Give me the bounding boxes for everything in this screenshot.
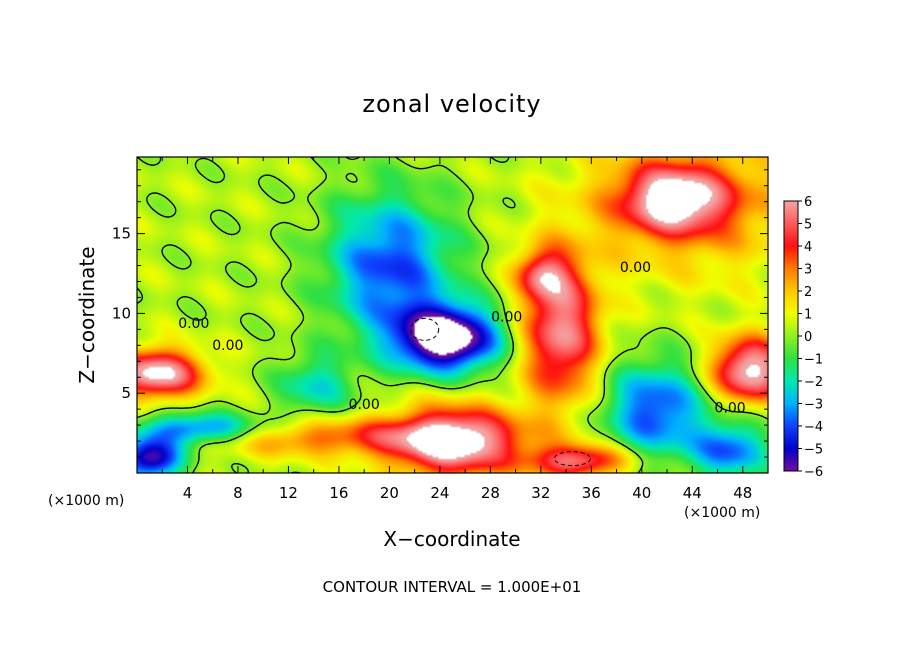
x-tick-label-40: 40 — [632, 484, 651, 502]
x-tick-label-12: 12 — [279, 484, 298, 502]
y-axis-label: Z−coordinate — [75, 246, 99, 383]
colorbar-tick-label: 5 — [804, 218, 812, 233]
colorbar — [783, 200, 799, 472]
x-tick-label-4: 4 — [183, 484, 193, 502]
y-tick-label-5: 5 — [121, 384, 131, 402]
x-axis-ticks: 4 8 12 16 20 24 28 32 36 40 44 48 — [161, 157, 752, 502]
zero-contours — [136, 156, 769, 474]
contour-label: 0.00 — [491, 309, 522, 325]
contour-label-group: 0.000.000.000.000.000.00 — [178, 260, 746, 416]
colorbar-tick-label: −4 — [804, 420, 823, 435]
x-tick-label-36: 36 — [582, 484, 601, 502]
x-tick-label-20: 20 — [380, 484, 399, 502]
colorbar-tick-label: −5 — [804, 443, 823, 458]
x-tick-label-24: 24 — [430, 484, 449, 502]
colorbar-tick-label: 3 — [804, 263, 812, 278]
x-tick-label-8: 8 — [233, 484, 243, 502]
colorbar-ticks: 6 5 4 3 2 1 0 −1 −2 −3 −4 −5 −6 — [798, 195, 823, 480]
velocity-field — [137, 157, 768, 473]
contour-label: 0.00 — [715, 400, 746, 416]
x-axis-unit-left: (×1000 m) — [48, 493, 124, 509]
x-axis-unit-right: (×1000 m) — [684, 505, 760, 521]
x-tick-label-32: 32 — [531, 484, 550, 502]
contour-label: 0.00 — [349, 397, 380, 413]
colorbar-tick-label: 6 — [804, 195, 812, 210]
contour-label: 0.00 — [178, 316, 209, 332]
x-tick-label-16: 16 — [329, 484, 348, 502]
contour-interval-note: CONTOUR INTERVAL = 1.000E+01 — [323, 578, 582, 596]
colorbar-tick-label: −3 — [804, 398, 823, 413]
y-tick-label-10: 10 — [112, 304, 131, 322]
y-axis-ticks: 5 10 15 — [112, 169, 768, 458]
colorbar-tick-label: −1 — [804, 353, 823, 368]
colorbar-tick-label: 1 — [804, 308, 812, 323]
x-tick-label-48: 48 — [733, 484, 752, 502]
positive-contour-bottom — [553, 451, 591, 467]
zero-contour-line — [136, 156, 769, 474]
colorbar-tick-label: 4 — [804, 240, 812, 255]
colorbar-tick-label: −2 — [804, 375, 823, 390]
chart-title: zonal velocity — [362, 90, 541, 118]
x-axis-label: X−coordinate — [383, 527, 520, 551]
colorbar-tick-label: −6 — [804, 465, 823, 480]
contour-label: 0.00 — [212, 338, 243, 354]
colorbar-tick-label: 2 — [804, 285, 812, 300]
y-tick-label-15: 15 — [112, 225, 131, 243]
colorbar-tick-label: 0 — [804, 330, 812, 345]
negative-contour-core — [410, 317, 440, 341]
contour-label: 0.00 — [620, 260, 651, 276]
x-tick-label-28: 28 — [481, 484, 500, 502]
x-tick-label-44: 44 — [683, 484, 702, 502]
plot-frame — [136, 156, 769, 474]
